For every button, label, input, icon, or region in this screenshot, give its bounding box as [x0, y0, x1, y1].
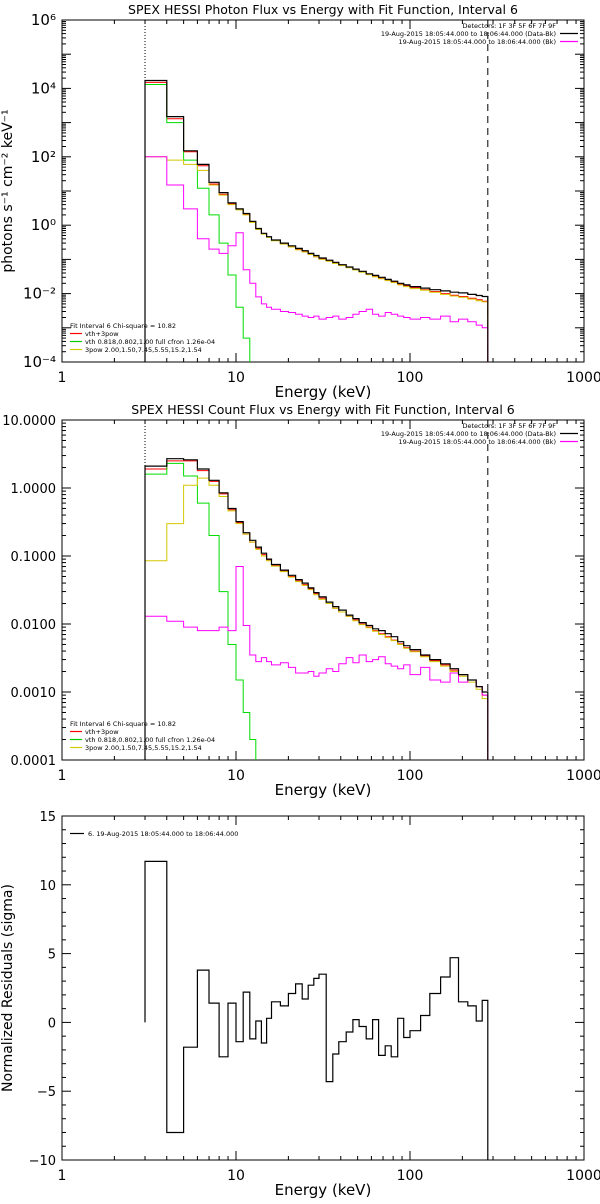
fit-legend-line: vth+3pow	[85, 330, 119, 338]
series-line-5	[144, 156, 489, 362]
fit-legend-line: vth+3pow	[85, 728, 119, 736]
x-tick-label: 1000	[566, 370, 600, 386]
x-tick-label: 10	[227, 370, 245, 386]
chart-title: SPEX HESSI Photon Flux vs Energy with Fi…	[128, 2, 518, 17]
x-axis-label: Energy (keV)	[275, 383, 372, 401]
plot-frame	[61, 815, 585, 1161]
y-tick-label: 10⁻²	[23, 285, 56, 303]
x-tick-label: 10	[227, 1168, 245, 1184]
x-axis-label: Energy (keV)	[275, 781, 372, 799]
series-group	[144, 458, 489, 760]
plot-frame	[61, 419, 585, 761]
info-line: 19-Aug-2015 18:05:44.000 to 18:06:44.000…	[399, 438, 556, 446]
y-tick-label: 0.0010	[11, 686, 57, 701]
x-tick-label: 100	[397, 1168, 424, 1184]
fit-legend-line: Fit Interval 6 Chi-square = 10.82	[70, 322, 176, 330]
info-line: Detectors: 1F 3F 5F 6F 7F 9F	[462, 422, 556, 430]
series-group	[144, 860, 489, 1160]
x-tick-label: 100	[397, 370, 424, 386]
y-tick-label: 10⁴	[31, 79, 56, 97]
x-axis-label: Energy (keV)	[275, 1181, 372, 1199]
series-line-1	[144, 79, 489, 362]
y-axis-label: photons s⁻¹ cm⁻² keV⁻¹	[0, 109, 16, 272]
y-tick-label: 10⁻⁴	[23, 353, 56, 371]
x-tick-label: 1	[58, 370, 67, 386]
y-tick-label: 0	[48, 1016, 56, 1031]
fit-legend-line: vth 0.818,0.802,1.00 full cfron 1.26e-04	[85, 338, 215, 346]
info-line: 19-Aug-2015 18:05:44.000 to 18:06:44.000…	[381, 430, 556, 438]
chart-panel-1: 1 10 100 1000 10⁻⁴ 10⁻² 10⁰ 10² 10⁴ 10⁶ SPEX HESSI…	[0, 2, 600, 401]
x-tick-label: 1000	[566, 1168, 600, 1184]
y-tick-label: −5	[37, 1085, 56, 1100]
y-tick-label: 10	[39, 879, 56, 894]
info-line: Detectors: 1F 3F 5F 6F 7F 9F	[462, 22, 556, 30]
x-tick-label: 1	[58, 1168, 67, 1184]
chart-panel-3: 1 10 100 1000 −10 −5 0 5 10 15 Energy (keV) Normali…	[0, 810, 600, 1199]
y-tick-label: 15	[39, 810, 56, 825]
fit-legend-line: Fit Interval 6 Chi-square = 10.82	[70, 720, 176, 728]
series-line-1	[144, 458, 489, 760]
series-group	[144, 79, 489, 362]
y-tick-label: −10	[29, 1154, 56, 1169]
fit-legend-line: 3pow 2.00,1.50,7.45,5.55,15.2,1.54	[85, 744, 202, 752]
y-tick-label: 5	[48, 948, 56, 963]
fit-legend-line: 3pow 2.00,1.50,7.45,5.55,15.2,1.54	[85, 346, 202, 354]
info-line: 19-Aug-2015 18:05:44.000 to 18:06:44.000…	[399, 38, 556, 46]
y-tick-label: 1.0000	[11, 482, 57, 497]
chart-title: SPEX HESSI Count Flux vs Energy with Fit…	[131, 402, 514, 417]
x-tick-label: 1	[58, 768, 67, 784]
y-tick-label: 10.0000	[2, 414, 56, 429]
y-tick-label: 0.0100	[11, 618, 57, 633]
series-line-5	[144, 566, 489, 760]
y-tick-label: 10⁶	[31, 11, 56, 29]
y-tick-label: 10⁰	[31, 216, 56, 234]
x-tick-label: 10	[227, 768, 245, 784]
y-tick-label: 0.0001	[11, 754, 57, 769]
x-tick-label: 1000	[566, 768, 600, 784]
legend-label: 6. 19-Aug-2015 18:05:44.000 to 18:06:44.…	[88, 830, 238, 838]
x-tick-label: 100	[397, 768, 424, 784]
info-line: 19-Aug-2015 18:05:44.000 to 18:06:44.000…	[381, 30, 556, 38]
chart-panel-2: 1 10 100 1000 0.0001 0.0010 0.0100 0.1000 1.0000…	[2, 402, 600, 799]
fit-legend-line: vth 0.818,0.802,1.00 full cfron 1.26e-04	[85, 736, 215, 744]
y-tick-label: 0.1000	[11, 550, 57, 565]
y-tick-label: 10²	[31, 148, 56, 166]
y-axis-label: Normalized Residuals (sigma)	[0, 884, 16, 1092]
series-line-3	[144, 462, 257, 760]
series-line-1	[144, 860, 489, 1160]
